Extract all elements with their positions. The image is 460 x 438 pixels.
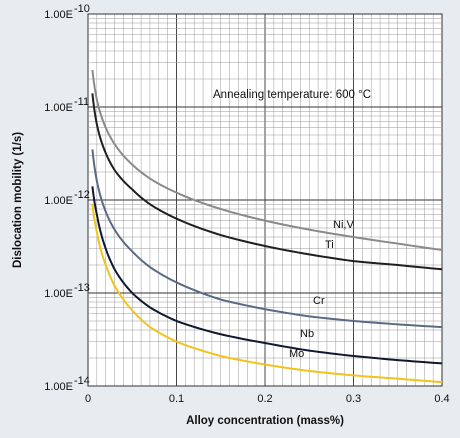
- y-tick-label: 1.00E: [44, 381, 73, 393]
- series-label-mo: Mo: [289, 348, 304, 360]
- tick-labels: 0 0.1 0.2 0.3 0.41.00E -101.00E -111.00E -121.0…: [44, 3, 449, 405]
- series-line-ni-v: [91, 69, 443, 251]
- series-label-ni-v: Ni,V: [333, 219, 354, 231]
- series-line-nb: [91, 186, 443, 365]
- x-tick-label: 0.4: [434, 393, 449, 405]
- y-axis-title: Dislocation mobility (1/s): [12, 132, 24, 268]
- x-tick-label: 0: [85, 393, 91, 405]
- series-line-mo: [91, 204, 443, 384]
- y-tick-exponent: -13: [74, 282, 90, 294]
- series-label-nb: Nb: [300, 328, 314, 340]
- y-tick-label: 1.00E: [44, 9, 73, 21]
- y-tick-exponent: -14: [74, 375, 90, 387]
- y-tick-label: 1.00E: [44, 288, 73, 300]
- series-line-ti: [91, 93, 443, 271]
- annotation-text: Annealing temperature: 600 °C: [213, 89, 371, 101]
- series-line-cr: [91, 149, 443, 329]
- x-tick-label: 0.3: [346, 393, 361, 405]
- series-label-cr: Cr: [313, 295, 325, 307]
- x-tick-label: 0.2: [257, 393, 272, 405]
- series-label-ti: Ti: [325, 239, 334, 251]
- y-tick-label: 1.00E: [44, 102, 73, 114]
- y-tick-exponent: -10: [74, 3, 90, 15]
- y-tick-exponent: -12: [74, 189, 90, 201]
- series-labels: Ni,V Ti Cr Nb Mo: [289, 219, 354, 360]
- x-axis-title: Alloy concentration (mass%): [186, 415, 344, 427]
- x-tick-label: 0.1: [169, 393, 184, 405]
- y-tick-exponent: -11: [74, 96, 89, 108]
- series-lines: [91, 69, 443, 384]
- y-tick-label: 1.00E: [44, 195, 73, 207]
- grid: [87, 13, 443, 387]
